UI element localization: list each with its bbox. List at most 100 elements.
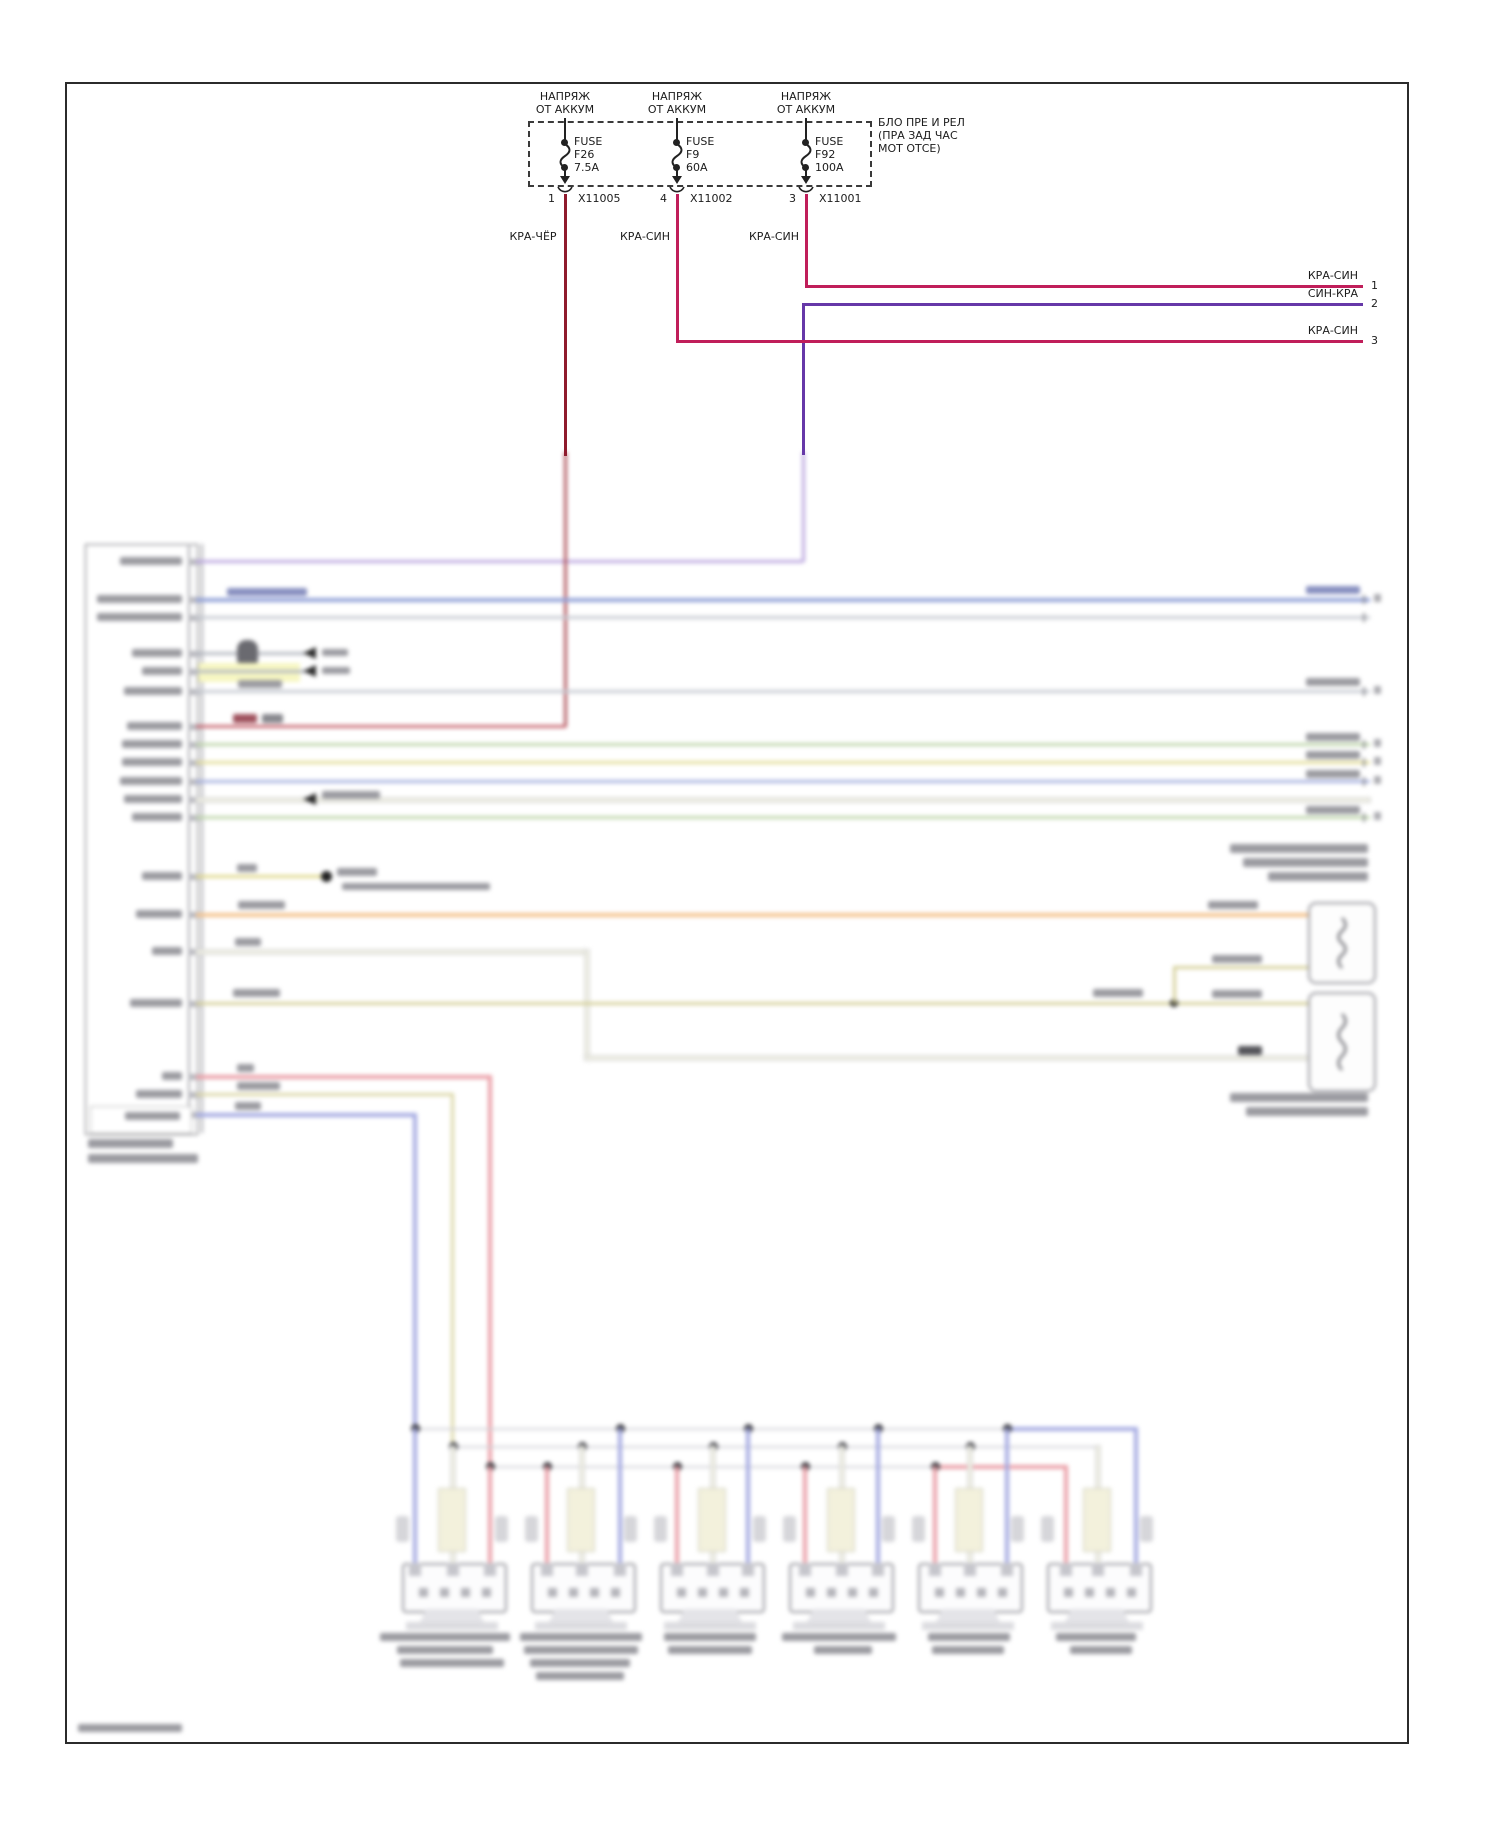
wire-redblack-top (564, 194, 567, 456)
wire-blue-feeder (413, 1113, 417, 1431)
g5-pin (929, 1563, 941, 1576)
supply-line: НАПРЯЖ (539, 90, 591, 103)
g6-pin (1130, 1563, 1142, 1576)
g3-pin (707, 1563, 719, 1576)
pin-tick (188, 742, 200, 748)
blurred-label (127, 722, 182, 730)
ecu-inner-label-box (90, 1106, 192, 1134)
wire-end-tick (1363, 758, 1365, 767)
blurred-label (124, 795, 182, 803)
g6-pin (1060, 1563, 1072, 1576)
g3-lug (753, 1516, 766, 1542)
connector1-pin: 1 (548, 192, 555, 205)
wire-blue-bus (196, 598, 1370, 602)
blurred-label (235, 938, 261, 946)
g2-caption (536, 1672, 624, 1680)
supply-line: ОТ АККУМ (647, 103, 707, 116)
fuse-rating: 7.5A (574, 161, 600, 174)
g4-wire-blue (876, 1428, 880, 1565)
blurred-label (132, 813, 182, 821)
g6-base (1051, 1622, 1143, 1630)
blurred-label (136, 1090, 182, 1098)
blurred-label (237, 1064, 254, 1072)
pin-tick (188, 1112, 200, 1118)
g3-caption (664, 1633, 756, 1641)
connector2-socket-icon (669, 186, 685, 193)
wire-red-feeder (196, 1075, 491, 1079)
g4-terminal (848, 1588, 857, 1597)
g1-pin (484, 1563, 496, 1576)
fuse-id: F9 (686, 148, 700, 161)
connector1-id: X11005 (578, 192, 621, 205)
g1-base (406, 1622, 498, 1630)
blurred-label (136, 910, 182, 918)
g4-terminal (869, 1588, 878, 1597)
pin-number-blob (1374, 594, 1381, 602)
wire-end-tick (1363, 813, 1365, 822)
wire-white-elbow (196, 950, 587, 954)
feed-wire-2-label: СИН-КРА (1307, 287, 1358, 300)
feed-wire-2 (802, 303, 1363, 306)
g4-terminal (806, 1588, 815, 1597)
fuse1-dot (561, 164, 568, 171)
wire-orange (196, 913, 1308, 917)
feed-wire-3 (676, 340, 1363, 343)
wire-redblack-riser (564, 452, 567, 727)
pin-tick (188, 615, 200, 621)
g2-pin (541, 1563, 553, 1576)
g3-coil-symbol (698, 1488, 726, 1552)
blurred-label (152, 947, 182, 955)
pin-tick (188, 1074, 200, 1080)
supply-line: НАПРЯЖ (780, 90, 832, 103)
g4-lug (882, 1516, 895, 1542)
g5-terminal (935, 1588, 944, 1597)
blurred-label (322, 649, 348, 656)
g6-terminal (1064, 1588, 1073, 1597)
g3-wire-blue (746, 1428, 750, 1565)
g6-terminal (1085, 1588, 1094, 1597)
sensor2-box (1308, 992, 1376, 1092)
g6-caption (1070, 1646, 1132, 1654)
fuse2-text: FUSE F9 60A (686, 135, 714, 174)
g6-coil-symbol (1083, 1488, 1111, 1552)
g5-terminal (998, 1588, 1007, 1597)
g2-caption (520, 1633, 642, 1641)
g1-terminal (482, 1588, 491, 1597)
feed-wire-1-terminal: 1 (1371, 279, 1378, 292)
fuse1-dot (561, 139, 568, 146)
pin-tick (188, 559, 200, 565)
pin-tick (188, 779, 200, 785)
fuse2-wire (676, 118, 678, 144)
g5-coil-symbol (955, 1488, 983, 1552)
g2-lug (525, 1516, 538, 1542)
fuse2-arrow-icon (672, 176, 682, 184)
wire-end-tick (1363, 740, 1365, 749)
pin-number-blob (1374, 776, 1381, 784)
blurred-label (1306, 751, 1360, 759)
g6-stand (1065, 1609, 1129, 1622)
g2-terminal (569, 1588, 578, 1597)
g2-caption (524, 1646, 638, 1654)
g6-lug (1041, 1516, 1054, 1542)
ecu-block (85, 544, 198, 1135)
wire-gray (196, 690, 1370, 693)
blurred-label (235, 1102, 261, 1110)
wire-end-tick (1363, 613, 1365, 622)
sensor2-caption (1230, 1093, 1368, 1102)
wire-blue-jog (1134, 1427, 1138, 1566)
connector3-socket-icon (798, 186, 814, 193)
blurred-label (1238, 1046, 1262, 1055)
wire-redblack (196, 725, 566, 728)
wire-white-elbow (585, 950, 589, 1060)
blurred-label (122, 758, 182, 766)
g6-caption (1056, 1633, 1136, 1641)
g3-base (664, 1622, 756, 1630)
wire-redblue-top (805, 194, 808, 287)
g2-terminal (590, 1588, 599, 1597)
wire-olive (196, 1002, 1308, 1005)
pin-tick (188, 1001, 200, 1007)
ecu-pin-channel (188, 544, 190, 1133)
wire-gray-short (196, 670, 306, 673)
connector3-pin: 3 (789, 192, 796, 205)
blurred-label (120, 777, 182, 785)
